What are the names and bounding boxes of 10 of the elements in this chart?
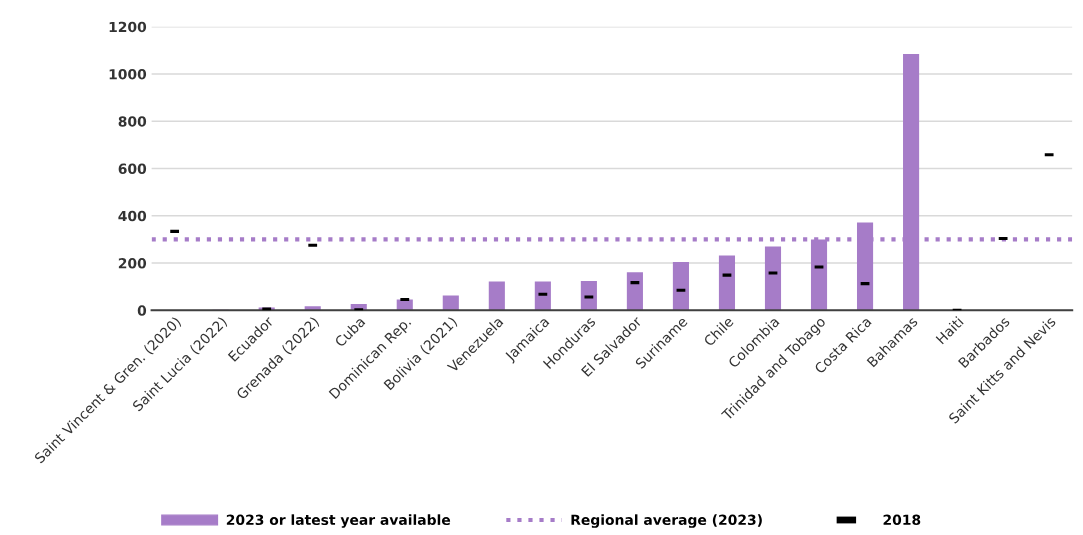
- y-tick-label: 400: [118, 210, 147, 222]
- y-tick-label: 600: [118, 163, 147, 174]
- y-tick-label: 200: [118, 258, 147, 269]
- y-tick-label: 1200: [109, 21, 147, 33]
- legend-label: Regional average (2023): [571, 514, 762, 528]
- y-tick-label: 800: [118, 116, 147, 127]
- y-tick-label: 1000: [109, 68, 147, 80]
- legend-label: 2018: [883, 514, 921, 526]
- legend-label: 2023 or latest year available: [226, 514, 451, 528]
- y-tick-label: 0: [137, 305, 147, 316]
